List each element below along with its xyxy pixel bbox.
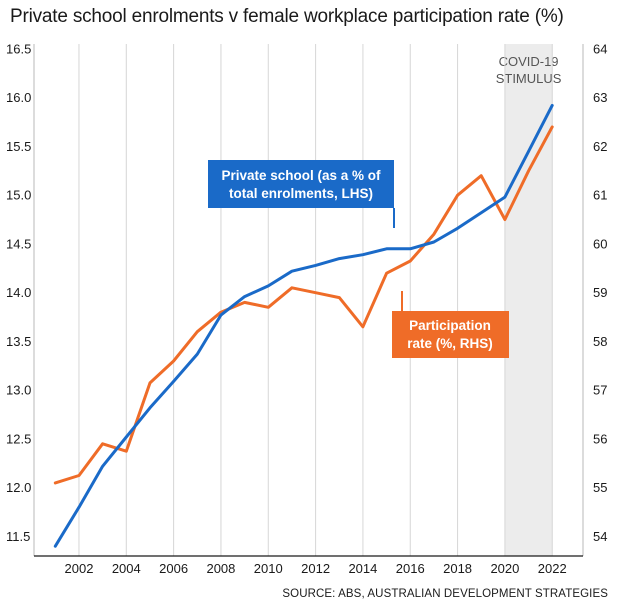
y-right-tick-label: 60 <box>593 236 607 251</box>
y-right-tick-label: 56 <box>593 431 607 446</box>
y-right-tick-label: 54 <box>593 529 607 544</box>
x-tick-label: 2014 <box>348 561 377 576</box>
participation-callout <box>392 311 509 358</box>
y-right-tick-label: 55 <box>593 480 607 495</box>
x-tick-label: 2018 <box>443 561 472 576</box>
y-right-tick-label: 63 <box>593 90 607 105</box>
source-note: SOURCE: ABS, AUSTRALIAN DEVELOPMENT STRA… <box>282 588 608 600</box>
private-school-line <box>53 103 554 548</box>
private-school-callout <box>208 160 394 208</box>
y-left-tick-label: 16.5 <box>6 41 31 56</box>
y-left-tick-label: 12.0 <box>6 480 31 495</box>
y-right-tick-label: 64 <box>593 41 607 56</box>
x-tick-label: 2006 <box>159 561 188 576</box>
x-tick-label: 2020 <box>490 561 519 576</box>
chart-title: Private school enrolments v female workp… <box>10 6 564 27</box>
y-right-tick-label: 59 <box>593 285 607 300</box>
y-left-tick-label: 15.5 <box>6 139 31 154</box>
shaded-region-label: COVID-19 <box>499 54 559 69</box>
private-school-callout-text: total enrolments, LHS) <box>229 186 373 201</box>
y-left-tick-label: 15.0 <box>6 188 31 203</box>
x-tick-label: 2012 <box>301 561 330 576</box>
y-left-tick-label: 13.0 <box>6 383 31 398</box>
y-right-tick-label: 58 <box>593 334 607 349</box>
y-left-tick-label: 14.5 <box>6 236 31 251</box>
y-right-tick-label: 61 <box>593 188 607 203</box>
x-tick-label: 2002 <box>65 561 94 576</box>
participation-rate-line <box>53 125 554 485</box>
x-tick-label: 2022 <box>538 561 567 576</box>
x-tick-label: 2010 <box>254 561 283 576</box>
y-left-tick-label: 11.5 <box>6 529 30 544</box>
private-school-callout-text: Private school (as a % of <box>221 168 381 183</box>
y-right-tick-label: 62 <box>593 139 607 154</box>
x-tick-label: 2004 <box>112 561 141 576</box>
y-left-tick-label: 14.0 <box>6 285 31 300</box>
x-tick-label: 2016 <box>396 561 425 576</box>
covid-shaded-region <box>504 44 553 556</box>
y-right-tick-label: 57 <box>593 383 607 398</box>
participation-callout-text: rate (%, RHS) <box>407 336 493 351</box>
y-left-tick-label: 13.5 <box>6 334 31 349</box>
participation-callout-text: Participation <box>409 318 491 333</box>
x-tick-label: 2008 <box>206 561 235 576</box>
y-left-tick-label: 16.0 <box>6 90 31 105</box>
shaded-region-label: STIMULUS <box>496 71 562 86</box>
y-left-tick-label: 12.5 <box>6 431 31 446</box>
